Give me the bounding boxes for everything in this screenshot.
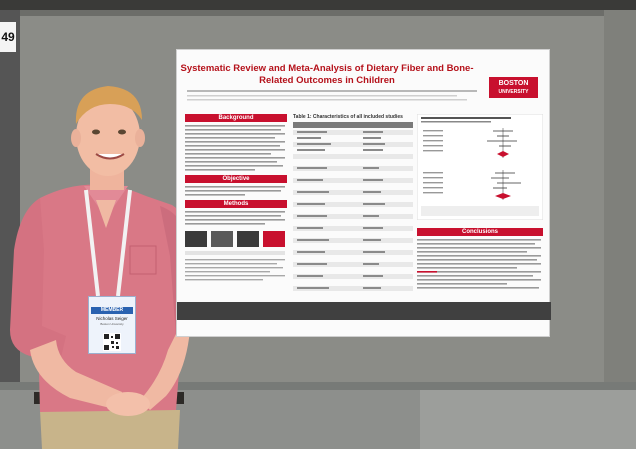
face [76,96,140,176]
logo-line-1: BOSTON [498,80,529,87]
right-eye [118,129,126,135]
objective-text [185,186,285,196]
logo-line-2: UNIVERSITY [498,89,529,95]
left-forearm [30,340,122,410]
board-right-panel [604,10,636,382]
badge-qr-code [103,333,121,351]
section-background-header: Background [185,114,287,122]
floor-edge [0,382,636,390]
background-text [185,125,285,171]
shirt-pocket [129,245,157,275]
smile [95,153,125,160]
conclusions-text [417,239,541,289]
poster-title: Systematic Review and Meta-Analysis of D… [177,63,477,87]
left-ear [71,129,81,147]
poster-title-line-2: Related Outcomes in Children [259,75,395,86]
badge-name: Nicholas Seiger [96,316,128,321]
left-sleeve [10,198,66,362]
section-methods-header: Methods [185,200,287,208]
right-forearm [140,330,190,410]
board-top-edge [18,10,636,16]
name-badge: MEMBER Nicholas Seiger Boston University [88,296,136,354]
section-objective-header: Objective [185,175,287,183]
university-logo: BOSTON UNIVERSITY [489,77,538,98]
right-ear [135,129,145,147]
table-title: Table 1: Characteristics of all included… [293,114,403,120]
lanyard [84,189,132,297]
floor-far [420,390,636,449]
left-eye [92,129,100,135]
board-number: 49 [0,22,16,52]
ceiling [0,0,636,10]
research-poster: Systematic Review and Meta-Analysis of D… [176,49,551,337]
section-conclusions-header: Conclusions [417,228,543,236]
forest-plot-figure [417,114,543,220]
methods-content [185,211,285,281]
neck-v [96,200,116,228]
author-lines [187,90,477,101]
hand [106,392,150,416]
badge-member-label: MEMBER [91,307,133,314]
poster-title-line-1: Systematic Review and Meta-Analysis of D… [180,63,474,74]
badge-affiliation: Boston University [100,322,124,326]
characteristics-table [293,122,413,291]
funding-banner [177,302,551,320]
khaki-pants [40,410,180,449]
hair [75,86,142,124]
